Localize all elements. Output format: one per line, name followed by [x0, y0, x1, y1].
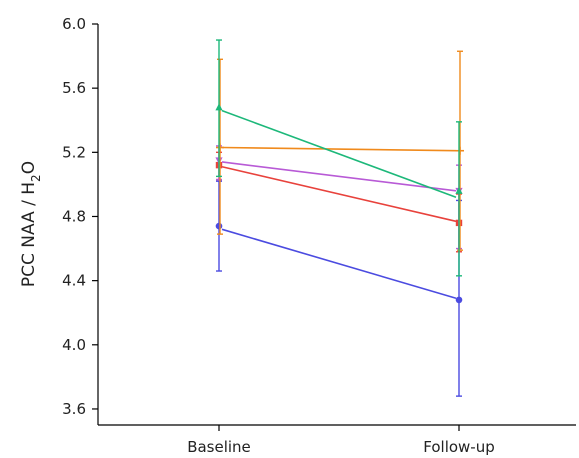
y-tick-label: 3.6 [62, 400, 86, 418]
axes [97, 24, 576, 426]
y-axis-label-suffix: O [19, 161, 39, 174]
trend-line [221, 146, 457, 152]
y-tick-label: 4.4 [62, 272, 86, 290]
y-ticks: 3.6 4.0 4.4 4.8 5.2 5.6 6.0 [62, 15, 98, 418]
data-point-triangle-up [455, 186, 463, 194]
y-tick-label: 4.0 [62, 336, 86, 354]
x-tick-label: Baseline [187, 438, 251, 456]
data-point-circle [215, 222, 223, 230]
trend-line [221, 109, 457, 198]
trend-line [221, 161, 457, 192]
data-point-plus [456, 146, 464, 155]
x-ticks: Baseline Follow-up [187, 425, 495, 456]
y-tick-label: 4.8 [62, 207, 86, 225]
series-1 [215, 151, 463, 253]
y-tick-label: 5.6 [62, 79, 86, 97]
x-tick-label: Follow-up [423, 438, 495, 456]
series-2 [215, 145, 463, 250]
trend-line [221, 165, 457, 223]
trend-line [221, 228, 457, 300]
y-axis-label-main: PCC NAA / H [19, 182, 39, 287]
y-tick-label: 6.0 [62, 15, 86, 33]
plot-series [215, 39, 464, 397]
series-3 [216, 50, 464, 251]
data-point-plus [216, 143, 224, 152]
y-axis-label: PCC NAA / H2O [19, 161, 43, 287]
y-axis-label-subscript: 2 [29, 174, 43, 182]
data-point-triangle-up [215, 103, 223, 111]
y-tick-label: 5.2 [62, 143, 86, 161]
series-4 [215, 39, 463, 277]
data-point-circle [455, 296, 463, 304]
